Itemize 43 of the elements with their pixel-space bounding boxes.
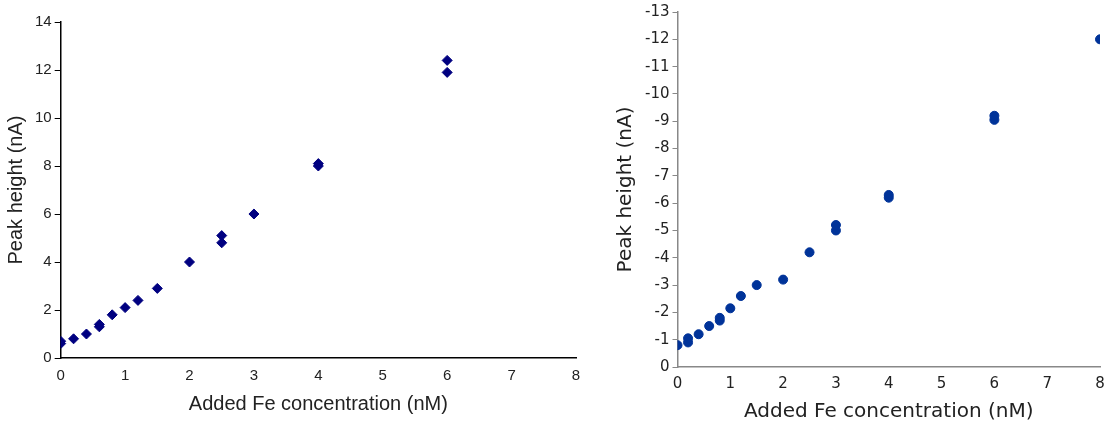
y-tick-label: -13 [645, 1, 670, 20]
y-tick-label: -1 [654, 329, 670, 348]
x-tick-label: 8 [1095, 373, 1105, 392]
x-tick-label: 2 [778, 373, 788, 392]
x-tick-label: 5 [378, 366, 387, 384]
y-tick-label: -6 [654, 193, 670, 212]
x-axis-title: Added Fe concentration (nM) [188, 391, 448, 414]
y-axis-title: Peak height (nA) [612, 106, 637, 273]
x-tick-label: 3 [831, 373, 841, 392]
y-tick-label: 4 [43, 252, 52, 270]
x-tick-label: 6 [443, 366, 452, 384]
x-tick-label: 6 [989, 373, 1000, 392]
y-tick-label: -8 [654, 138, 670, 157]
y-tick-label: 10 [35, 108, 52, 126]
x-tick-label: 4 [883, 373, 894, 392]
x-tick-label: 8 [571, 366, 581, 384]
y-tick-label: 8 [43, 156, 52, 174]
x-tick-label: 0 [672, 373, 683, 392]
x-tick-label: 0 [56, 366, 65, 384]
y-tick-label: 14 [35, 12, 52, 30]
x-tick-label: 1 [120, 366, 130, 384]
y-tick-label: -4 [654, 247, 670, 266]
x-tick-label: 4 [314, 366, 323, 384]
y-tick-label: -12 [645, 29, 670, 48]
y-tick-label: -5 [654, 220, 670, 239]
y-tick-label: 2 [43, 300, 52, 318]
y-tick-label: 6 [43, 204, 52, 222]
x-tick-label: 3 [249, 366, 259, 384]
y-tick-label: -3 [654, 274, 670, 293]
x-tick-label: 1 [725, 373, 736, 392]
y-tick-label: -7 [654, 165, 670, 184]
y-tick-label: -9 [654, 111, 670, 130]
x-tick-label: 7 [507, 366, 516, 384]
y-axis-title: Peak height (nA) [3, 115, 26, 265]
y-tick-label: 0 [43, 348, 52, 366]
x-tick-label: 2 [185, 366, 194, 384]
y-tick-label: -2 [654, 302, 670, 321]
y-tick-label: -10 [645, 83, 670, 102]
x-axis-title: Added Fe concentration (nM) [743, 398, 1034, 423]
x-tick-label: 7 [1042, 373, 1052, 392]
y-tick-label: 12 [35, 60, 52, 78]
y-tick-label: -11 [645, 56, 670, 75]
x-tick-label: 5 [936, 373, 947, 392]
